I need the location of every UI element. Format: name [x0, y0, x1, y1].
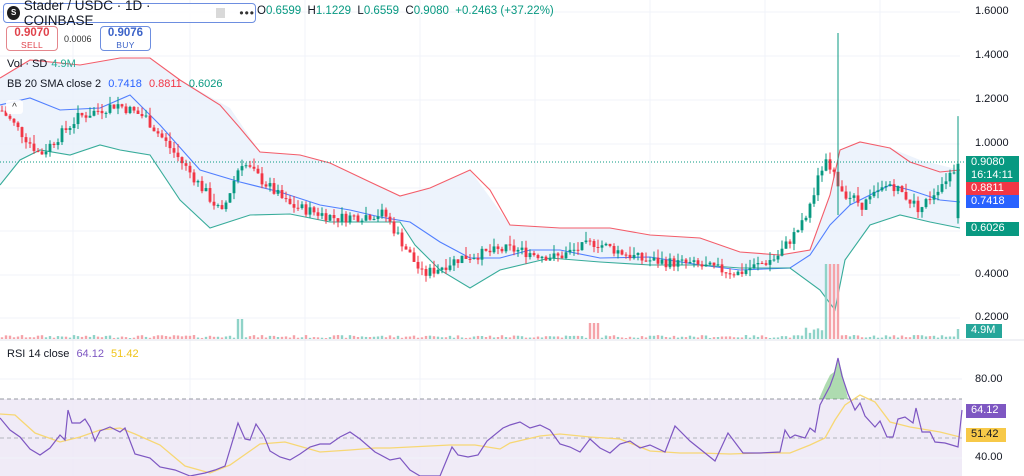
price-tick: 1.0000	[975, 137, 1009, 149]
volume-bars	[0, 264, 960, 339]
chevron-up-icon: ^	[12, 101, 17, 113]
rsi-line	[0, 357, 963, 476]
buy-button[interactable]: 0.9076 BUY	[100, 26, 151, 51]
price-tick: 0.2000	[975, 311, 1009, 323]
price-tick: 1.2000	[975, 93, 1009, 105]
price-tick: 1.4000	[975, 49, 1009, 61]
bb-basis-line	[0, 94, 961, 271]
symbol-title: Stader / USDC · 1D · COINBASE	[23, 0, 151, 28]
bb-upper-line	[0, 57, 961, 256]
bb-fill	[0, 58, 960, 310]
rsi-ma-tag: 51.42	[966, 428, 1006, 442]
candlesticks	[0, 33, 960, 282]
price-tick: 1.6000	[975, 5, 1009, 17]
rsi-legend[interactable]: RSI 14 close 64.12 51.42	[7, 348, 139, 360]
more-options-icon[interactable]: •••	[239, 6, 255, 20]
price-tick: 0.4000	[975, 268, 1009, 280]
bb-legend[interactable]: BB 20 SMA close 2 0.7418 0.8811 0.6026	[7, 78, 223, 90]
change-value: +0.2463 (+37.22%)	[455, 5, 554, 17]
sell-button[interactable]: 0.9070 SELL	[6, 26, 58, 51]
collapse-legend-button[interactable]: ^	[6, 100, 23, 114]
bb-upper-tag: 0.8811	[966, 182, 1019, 195]
rsi-tick: 40.00	[975, 451, 1003, 463]
stader-coin-icon	[7, 6, 20, 20]
rsi-ma-line	[0, 394, 961, 474]
volume-tag: 4.9M	[966, 324, 1002, 338]
bb-lower-tag: 0.6026	[966, 222, 1019, 236]
last-price-tag: 0.9080 16:14:11	[966, 156, 1019, 182]
flag-icon[interactable]	[216, 8, 226, 18]
ohlc-values: O0.6599 H1.1229 L0.6559 C0.9080 +0.2463 …	[257, 5, 554, 17]
rsi-value-tag: 64.12	[966, 404, 1006, 418]
bar-countdown: 16:14:11	[971, 169, 1014, 181]
bb-basis-tag: 0.7418	[966, 195, 1019, 208]
spread-value: 0.0006	[64, 34, 92, 44]
symbol-selector[interactable]: Stader / USDC · 1D · COINBASE •••	[3, 0, 256, 28]
volume-legend[interactable]: Vol · SD 4.9M	[7, 58, 76, 70]
rsi-tick: 80.00	[975, 373, 1003, 385]
